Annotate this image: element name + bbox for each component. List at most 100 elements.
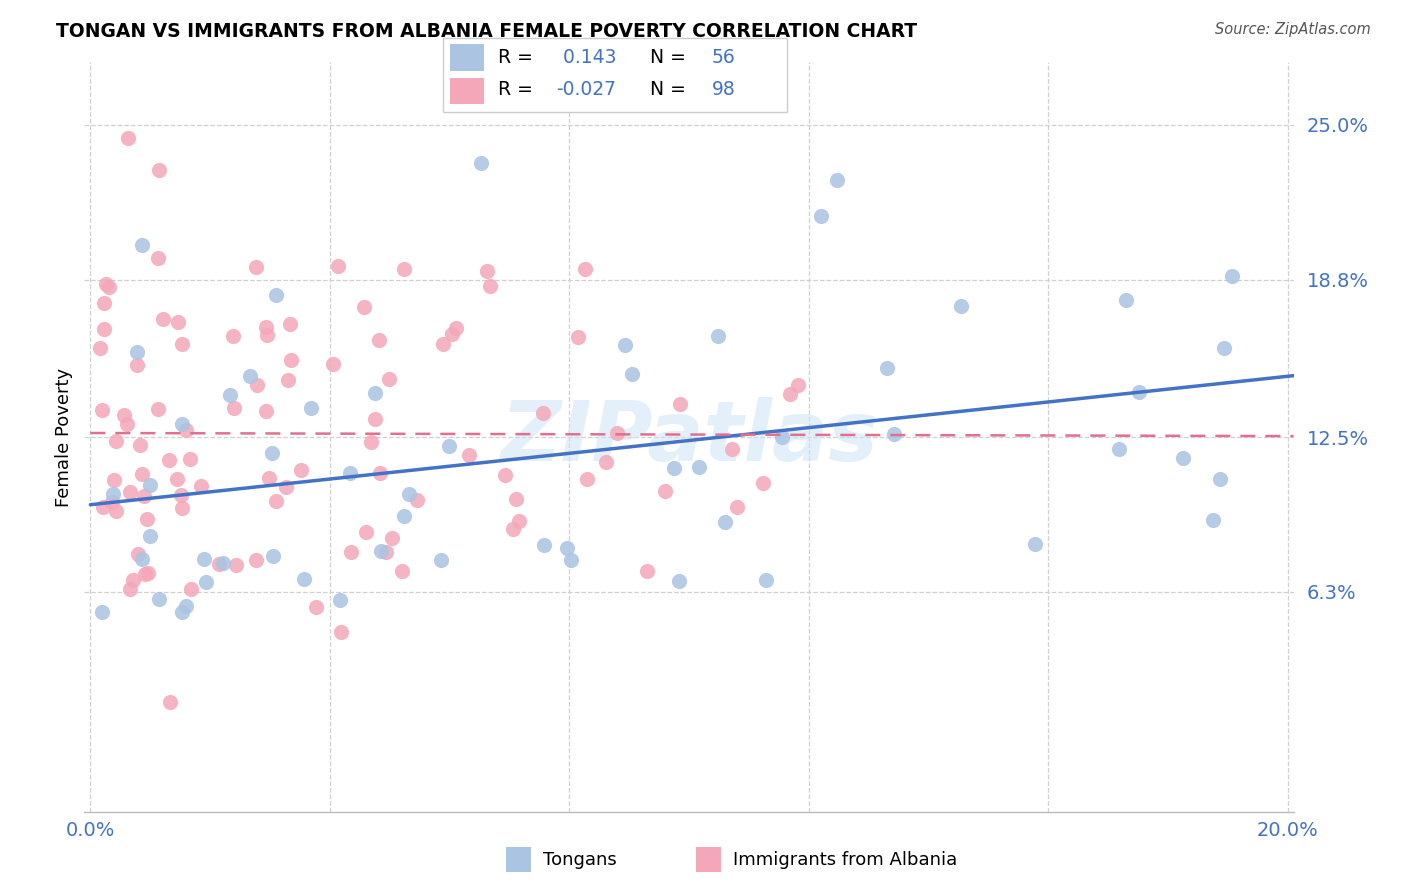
- Point: [636, 564, 658, 578]
- Point: [567, 330, 589, 344]
- Point: [378, 372, 401, 386]
- Point: [190, 478, 212, 492]
- Point: [595, 455, 617, 469]
- Point: [494, 468, 516, 483]
- Point: [662, 460, 685, 475]
- Point: [392, 509, 415, 524]
- Point: [103, 487, 125, 501]
- Point: [479, 279, 502, 293]
- Point: [125, 358, 148, 372]
- Point: [159, 695, 181, 709]
- Point: [305, 600, 328, 615]
- Point: [157, 452, 180, 467]
- Text: -0.027: -0.027: [557, 80, 617, 99]
- Point: [533, 538, 555, 552]
- Point: [353, 300, 375, 314]
- Point: [148, 251, 170, 265]
- Point: [166, 472, 188, 486]
- Point: [721, 442, 744, 457]
- Text: Immigrants from Albania: Immigrants from Albania: [733, 851, 956, 869]
- Text: Tongans: Tongans: [543, 851, 616, 869]
- Point: [148, 591, 170, 606]
- Point: [440, 326, 463, 341]
- Point: [91, 403, 114, 417]
- Point: [1171, 450, 1194, 465]
- Point: [274, 479, 297, 493]
- Point: [278, 317, 301, 331]
- Point: [91, 500, 114, 515]
- Point: [810, 209, 832, 223]
- Point: [91, 605, 114, 619]
- FancyBboxPatch shape: [450, 45, 484, 70]
- Point: [429, 552, 451, 566]
- Point: [688, 459, 710, 474]
- Point: [97, 280, 120, 294]
- Point: [576, 473, 599, 487]
- Point: [432, 336, 454, 351]
- Y-axis label: Female Poverty: Female Poverty: [55, 368, 73, 507]
- Point: [131, 552, 153, 566]
- Point: [93, 295, 115, 310]
- Point: [96, 277, 118, 291]
- Text: 98: 98: [711, 80, 735, 99]
- Point: [392, 261, 415, 276]
- Point: [668, 397, 690, 411]
- Point: [339, 545, 361, 559]
- Point: [326, 260, 349, 274]
- Point: [254, 319, 277, 334]
- Point: [104, 504, 127, 518]
- Point: [1220, 268, 1243, 283]
- Point: [531, 406, 554, 420]
- Point: [475, 264, 498, 278]
- Point: [254, 404, 277, 418]
- Point: [118, 582, 141, 597]
- Point: [170, 337, 193, 351]
- Point: [122, 573, 145, 587]
- Point: [555, 541, 578, 555]
- Point: [245, 553, 267, 567]
- Text: N =: N =: [650, 47, 686, 67]
- Point: [93, 322, 115, 336]
- Point: [1209, 472, 1232, 486]
- Point: [1108, 442, 1130, 456]
- Point: [180, 582, 202, 596]
- Text: TONGAN VS IMMIGRANTS FROM ALBANIA FEMALE POVERTY CORRELATION CHART: TONGAN VS IMMIGRANTS FROM ALBANIA FEMALE…: [56, 22, 917, 41]
- Point: [787, 378, 810, 392]
- Point: [381, 531, 404, 545]
- Point: [264, 494, 287, 508]
- Point: [193, 551, 215, 566]
- Point: [770, 430, 793, 444]
- Point: [299, 401, 322, 415]
- Text: Source: ZipAtlas.com: Source: ZipAtlas.com: [1215, 22, 1371, 37]
- Point: [219, 387, 242, 401]
- Point: [391, 564, 413, 578]
- Point: [208, 557, 231, 571]
- Point: [117, 417, 139, 431]
- Point: [105, 434, 128, 448]
- Point: [138, 528, 160, 542]
- Point: [470, 156, 492, 170]
- Point: [101, 495, 124, 509]
- Point: [195, 574, 218, 589]
- Point: [212, 556, 235, 570]
- Point: [179, 452, 201, 467]
- Point: [364, 411, 387, 425]
- Text: 56: 56: [711, 47, 735, 67]
- Point: [354, 525, 377, 540]
- Text: R =: R =: [498, 80, 533, 99]
- Point: [118, 484, 141, 499]
- Point: [505, 491, 527, 506]
- Point: [367, 334, 389, 348]
- Point: [339, 467, 361, 481]
- Point: [654, 484, 676, 499]
- Point: [725, 500, 748, 515]
- Point: [502, 522, 524, 536]
- Point: [127, 344, 149, 359]
- Point: [256, 327, 278, 342]
- Point: [329, 593, 352, 607]
- Point: [170, 488, 193, 502]
- Point: [152, 312, 174, 326]
- Point: [439, 439, 461, 453]
- Point: [280, 352, 302, 367]
- Point: [222, 329, 245, 343]
